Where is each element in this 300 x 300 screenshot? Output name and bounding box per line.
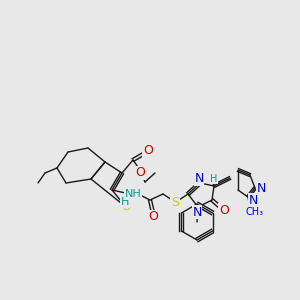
Text: O: O bbox=[148, 211, 158, 224]
Text: H: H bbox=[210, 174, 218, 184]
Text: N: N bbox=[248, 194, 258, 206]
Text: CH₃: CH₃ bbox=[246, 207, 264, 217]
Text: O: O bbox=[219, 203, 229, 217]
Text: N: N bbox=[256, 182, 266, 194]
Text: H: H bbox=[121, 197, 129, 207]
Text: S: S bbox=[122, 200, 130, 214]
Text: O: O bbox=[135, 167, 145, 179]
Text: N: N bbox=[194, 172, 204, 185]
Text: NH: NH bbox=[124, 189, 141, 199]
Text: S: S bbox=[171, 196, 179, 208]
Text: O: O bbox=[143, 145, 153, 158]
Text: N: N bbox=[192, 206, 202, 218]
